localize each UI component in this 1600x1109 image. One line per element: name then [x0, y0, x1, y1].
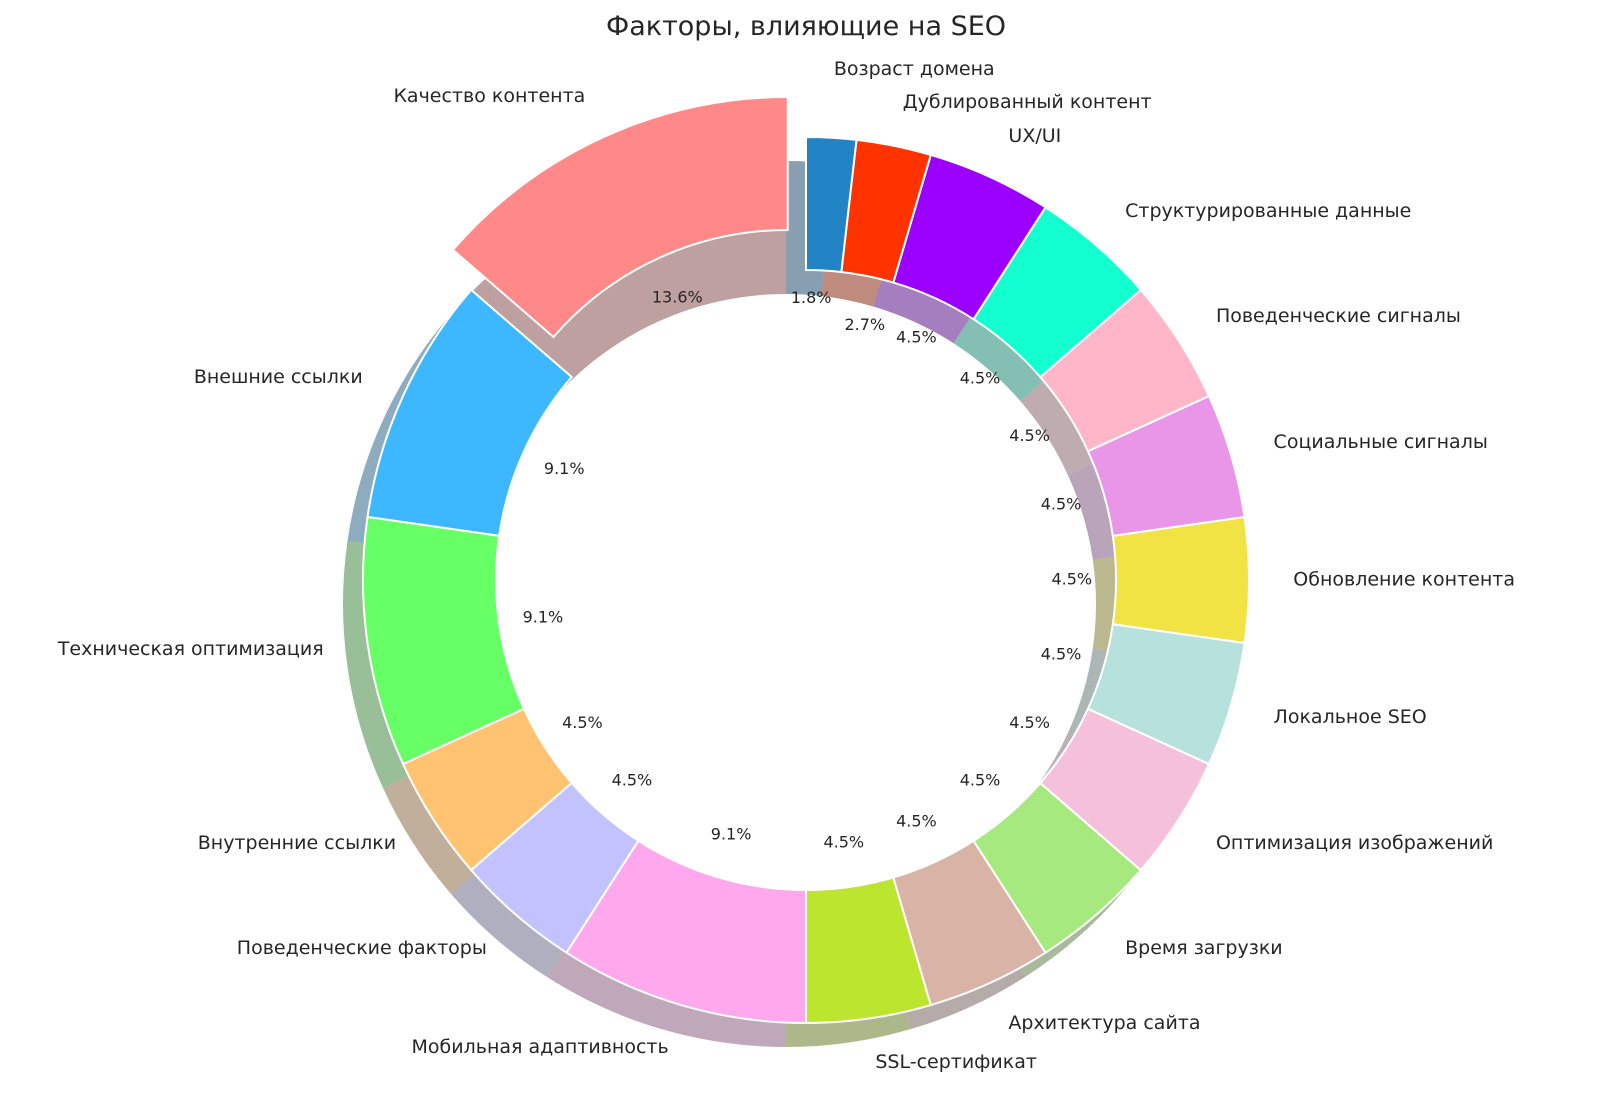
slice-label: Поведенческие факторы	[237, 937, 487, 959]
slice-label: Обновление контента	[1293, 569, 1515, 591]
slice-label: Социальные сигналы	[1274, 431, 1488, 453]
slice-label: Дублированный контент	[903, 91, 1152, 113]
slice-percent-label: 2.7%	[844, 315, 885, 334]
wedge-layer	[362, 95, 1250, 1025]
slice-percent-label: 4.5%	[612, 770, 653, 789]
slice-percent-label: 4.5%	[823, 833, 864, 852]
slice-label: Мобильная адаптивность	[412, 1036, 669, 1058]
slice-percent-label: 4.5%	[896, 328, 937, 347]
slice-label: Качество контента	[393, 85, 585, 107]
slice-percent-label: 4.5%	[960, 770, 1001, 789]
slice-label: Возраст домена	[834, 58, 995, 80]
slice-percent-label: 4.5%	[1051, 570, 1092, 589]
slice-percent-label: 4.5%	[1009, 713, 1050, 732]
slice-percent-label: 4.5%	[1041, 644, 1082, 663]
slice-label: Техническая оптимизация	[57, 638, 324, 660]
slice-label: Время загрузки	[1125, 937, 1283, 959]
slice-label: SSL-сертификат	[875, 1051, 1037, 1073]
slice-label: Внутренние ссылки	[198, 832, 396, 854]
wedge-slice-11	[1111, 515, 1250, 645]
slice-label: UX/UI	[1008, 125, 1061, 147]
slice-label: Поведенческие сигналы	[1216, 305, 1461, 327]
slice-percent-label: 4.5%	[896, 811, 937, 830]
chart-title: Факторы, влияющие на SEO	[606, 11, 1006, 42]
slice-percent-label: 1.8%	[791, 288, 832, 307]
slice-percent-label: 4.5%	[960, 369, 1001, 388]
slice-label: Внешние ссылки	[194, 366, 363, 388]
slice-percent-label: 4.5%	[1041, 495, 1082, 514]
label-layer: Качество контента 13.6% Внешние ссылки 9.1%…	[57, 58, 1515, 1073]
slice-percent-label: 4.5%	[1009, 426, 1050, 445]
slice-label: Локальное SEO	[1274, 706, 1427, 728]
wedge-slice-17	[805, 135, 858, 274]
slice-label: Оптимизация изображений	[1216, 832, 1493, 854]
slice-percent-label: 9.1%	[711, 825, 752, 844]
slice-label: Архитектура сайта	[1008, 1012, 1200, 1034]
slice-percent-label: 4.5%	[562, 713, 603, 732]
slice-percent-label: 9.1%	[523, 607, 564, 626]
wedge-slice-0	[451, 95, 789, 339]
slice-percent-label: 13.6%	[652, 288, 703, 307]
slice-label: Структурированные данные	[1125, 200, 1411, 222]
slice-percent-label: 9.1%	[544, 459, 585, 478]
